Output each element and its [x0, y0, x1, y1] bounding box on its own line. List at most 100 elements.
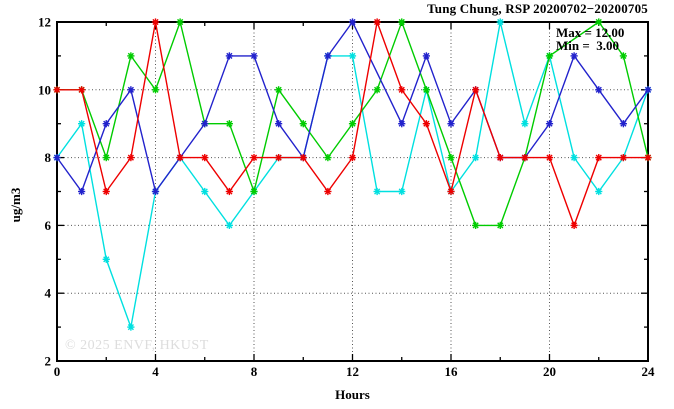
min-value-label: Min = 3.00 [556, 38, 620, 53]
x-axis-label: Hours [335, 387, 370, 402]
series-blue-marker [226, 52, 233, 59]
series-blue-marker [275, 120, 282, 127]
series-blue-marker [250, 52, 258, 59]
series-red-marker [472, 86, 479, 93]
y-tick-label: 2 [45, 354, 52, 369]
series-blue-marker [103, 120, 110, 127]
series-red-marker [152, 18, 159, 26]
series-cyan-marker [472, 154, 479, 161]
series-red-marker [103, 188, 110, 195]
chart-title: Tung Chung, RSP 20200702−20200705 [427, 1, 648, 16]
series-green-marker [546, 52, 553, 59]
series-blue-marker [644, 86, 652, 93]
series-red-marker [177, 154, 184, 161]
series-red-marker [571, 222, 578, 229]
series-red-marker [644, 154, 652, 161]
series-red-marker [226, 188, 233, 195]
series-red-marker [447, 188, 455, 195]
series-green-marker [226, 120, 233, 127]
series-red-marker [78, 86, 85, 93]
series-blue-marker [349, 18, 356, 26]
series-cyan-marker [78, 120, 85, 127]
maxmin-annotation: Max = 12.00 Min = 3.00 [556, 26, 624, 52]
series-cyan-marker [349, 52, 356, 59]
y-tick-label: 8 [45, 150, 52, 165]
series-cyan-marker [497, 18, 504, 26]
series-green-marker [497, 222, 504, 229]
series-red-marker [595, 154, 602, 161]
series-blue-marker [127, 86, 134, 93]
series-blue-marker [324, 52, 331, 59]
series-blue-marker [620, 120, 627, 127]
series-cyan-marker [226, 222, 233, 229]
series-green-marker [472, 222, 479, 229]
series-red-marker [324, 188, 331, 195]
series-green-marker [423, 86, 430, 93]
series-red-marker [521, 154, 528, 161]
series-blue-marker [423, 52, 430, 59]
series-blue-line [56, 20, 649, 194]
series-red-marker [497, 154, 504, 161]
series-blue-marker [546, 120, 553, 127]
series-red-marker [275, 154, 282, 161]
series-blue-marker [595, 86, 602, 93]
y-axis-label: ug/m3 [8, 187, 23, 222]
series-red-marker [546, 154, 553, 161]
x-tick-label: 20 [543, 364, 556, 379]
series-green-line [57, 19, 649, 227]
series-green-marker [127, 52, 134, 59]
series-red-marker [250, 154, 258, 161]
series-cyan-marker [595, 188, 602, 195]
series-green-marker [374, 86, 381, 93]
series-blue-marker [447, 120, 455, 127]
series-cyan-marker [398, 188, 405, 195]
y-tick-label: 6 [45, 218, 52, 233]
series-green-marker [300, 120, 307, 127]
series-green-marker [177, 18, 184, 26]
series-green-marker [103, 154, 110, 161]
series-red-marker [127, 154, 134, 161]
series-blue-marker [78, 188, 85, 195]
series-cyan-marker [103, 256, 110, 263]
x-tick-label: 16 [445, 364, 459, 379]
series-blue-marker [201, 120, 208, 127]
series-green-marker [398, 18, 405, 26]
x-tick-label: 4 [152, 364, 159, 379]
series-green-marker [447, 154, 455, 161]
series-red-marker [300, 154, 307, 161]
series-green-marker [250, 188, 258, 195]
y-tick-label: 12 [38, 15, 51, 30]
series-cyan-marker [374, 188, 381, 195]
series-red-marker [620, 154, 627, 161]
series-green-marker [349, 120, 356, 127]
series-red-marker [53, 86, 61, 93]
series-green-marker [324, 154, 331, 161]
series-red-marker [398, 86, 405, 93]
x-tick-label: 8 [251, 364, 258, 379]
series-green-marker [275, 86, 282, 93]
series-green-marker [152, 86, 159, 93]
series-red-marker [423, 120, 430, 127]
x-tick-label: 0 [54, 364, 61, 379]
y-tick-label: 4 [45, 286, 52, 301]
series-cyan-marker [201, 188, 208, 195]
max-value-label: Max = 12.00 [556, 25, 625, 40]
series-green-marker [595, 18, 602, 26]
x-tick-label: 24 [642, 364, 656, 379]
series-cyan-marker [127, 324, 134, 331]
series-blue-marker [398, 120, 405, 127]
series-blue-marker [152, 188, 159, 195]
series-green-marker [620, 52, 627, 59]
series-red-marker [201, 154, 208, 161]
series-red-marker [374, 18, 381, 26]
copyright-watermark: © 2025 ENVF, HKUST [65, 338, 209, 353]
y-tick-label: 10 [38, 82, 51, 97]
series-blue-marker [571, 52, 578, 59]
x-tick-label: 12 [346, 364, 359, 379]
series-cyan-marker [521, 120, 528, 127]
series-blue-marker [53, 154, 61, 161]
series-red-marker [349, 154, 356, 161]
series-cyan-marker [571, 154, 578, 161]
